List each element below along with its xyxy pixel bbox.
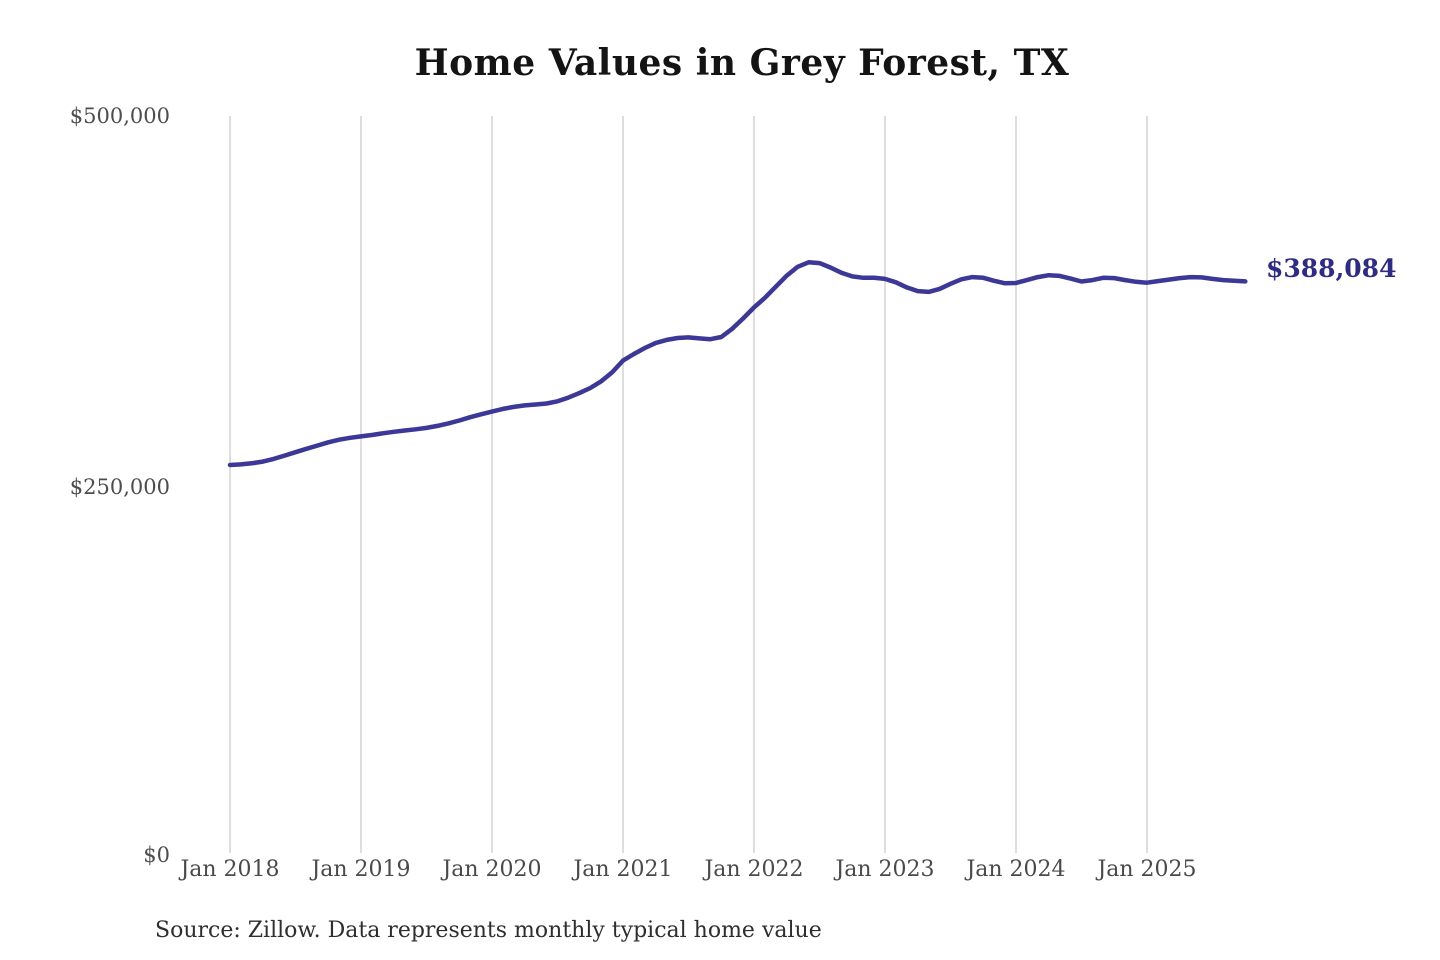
source-note: Source: Zillow. Data represents monthly … bbox=[155, 918, 822, 943]
x-axis-tick-2019: Jan 2019 bbox=[311, 857, 411, 882]
x-axis-tick-2018: Jan 2018 bbox=[180, 857, 280, 882]
home-value-series-line bbox=[227, 260, 1248, 468]
y-axis-tick-250k: $250,000 bbox=[69, 475, 170, 499]
x-axis-tick-2021: Jan 2021 bbox=[573, 857, 673, 882]
x-axis-tick-2025: Jan 2025 bbox=[1097, 857, 1197, 882]
latest-value-label: $388,084 bbox=[1266, 254, 1397, 283]
y-axis-tick-500k: $500,000 bbox=[69, 104, 170, 128]
vertical-gridlines bbox=[229, 116, 1148, 853]
chart-title: Home Values in Grey Forest, TX bbox=[414, 42, 1070, 84]
x-axis-tick-2023: Jan 2023 bbox=[835, 857, 935, 882]
x-axis-tick-2022: Jan 2022 bbox=[704, 857, 804, 882]
x-axis-tick-2024: Jan 2024 bbox=[966, 857, 1066, 882]
x-axis-tick-2020: Jan 2020 bbox=[442, 857, 542, 882]
y-axis-tick-0: $0 bbox=[143, 843, 170, 867]
